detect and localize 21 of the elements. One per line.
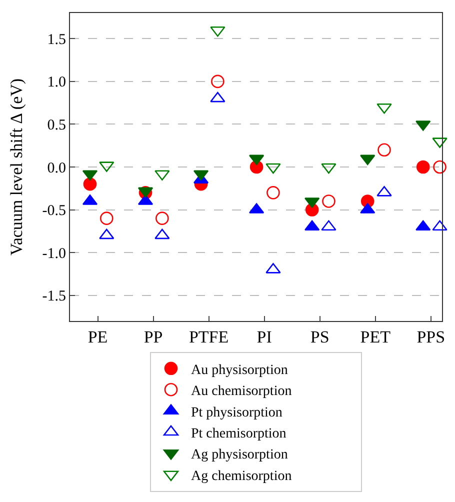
y-tick-label: -1.5 [42, 288, 66, 305]
x-tick-label: PET [360, 327, 392, 346]
legend-label: Au physisorption [191, 362, 288, 378]
x-tick-label: PPS [416, 327, 446, 346]
legend-label: Ag physisorption [191, 448, 288, 463]
x-tick-label: PTFE [188, 327, 229, 346]
y-tick-label: -1.0 [42, 246, 66, 262]
y-tick-label: 0.5 [47, 117, 66, 134]
legend-label: Pt physisorption [191, 405, 282, 420]
x-tick-label: PP [144, 327, 163, 346]
y-tick-label: 0.0 [47, 160, 66, 176]
legend-label: Au chemisorption [191, 384, 292, 400]
legend-label: Ag chemisorption [191, 468, 292, 484]
legend-label: Pt chemisorption [191, 426, 286, 442]
x-tick-label: PS [310, 327, 330, 346]
y-tick-label: -0.5 [42, 203, 66, 220]
x-tick-label: PE [88, 327, 108, 346]
y-tick-label: 1.5 [47, 32, 66, 48]
y-axis-title: Vacuum level shift Δ (eV) [6, 78, 26, 256]
x-tick-label: PI [256, 327, 272, 346]
y-tick-label: 1.0 [47, 74, 66, 91]
